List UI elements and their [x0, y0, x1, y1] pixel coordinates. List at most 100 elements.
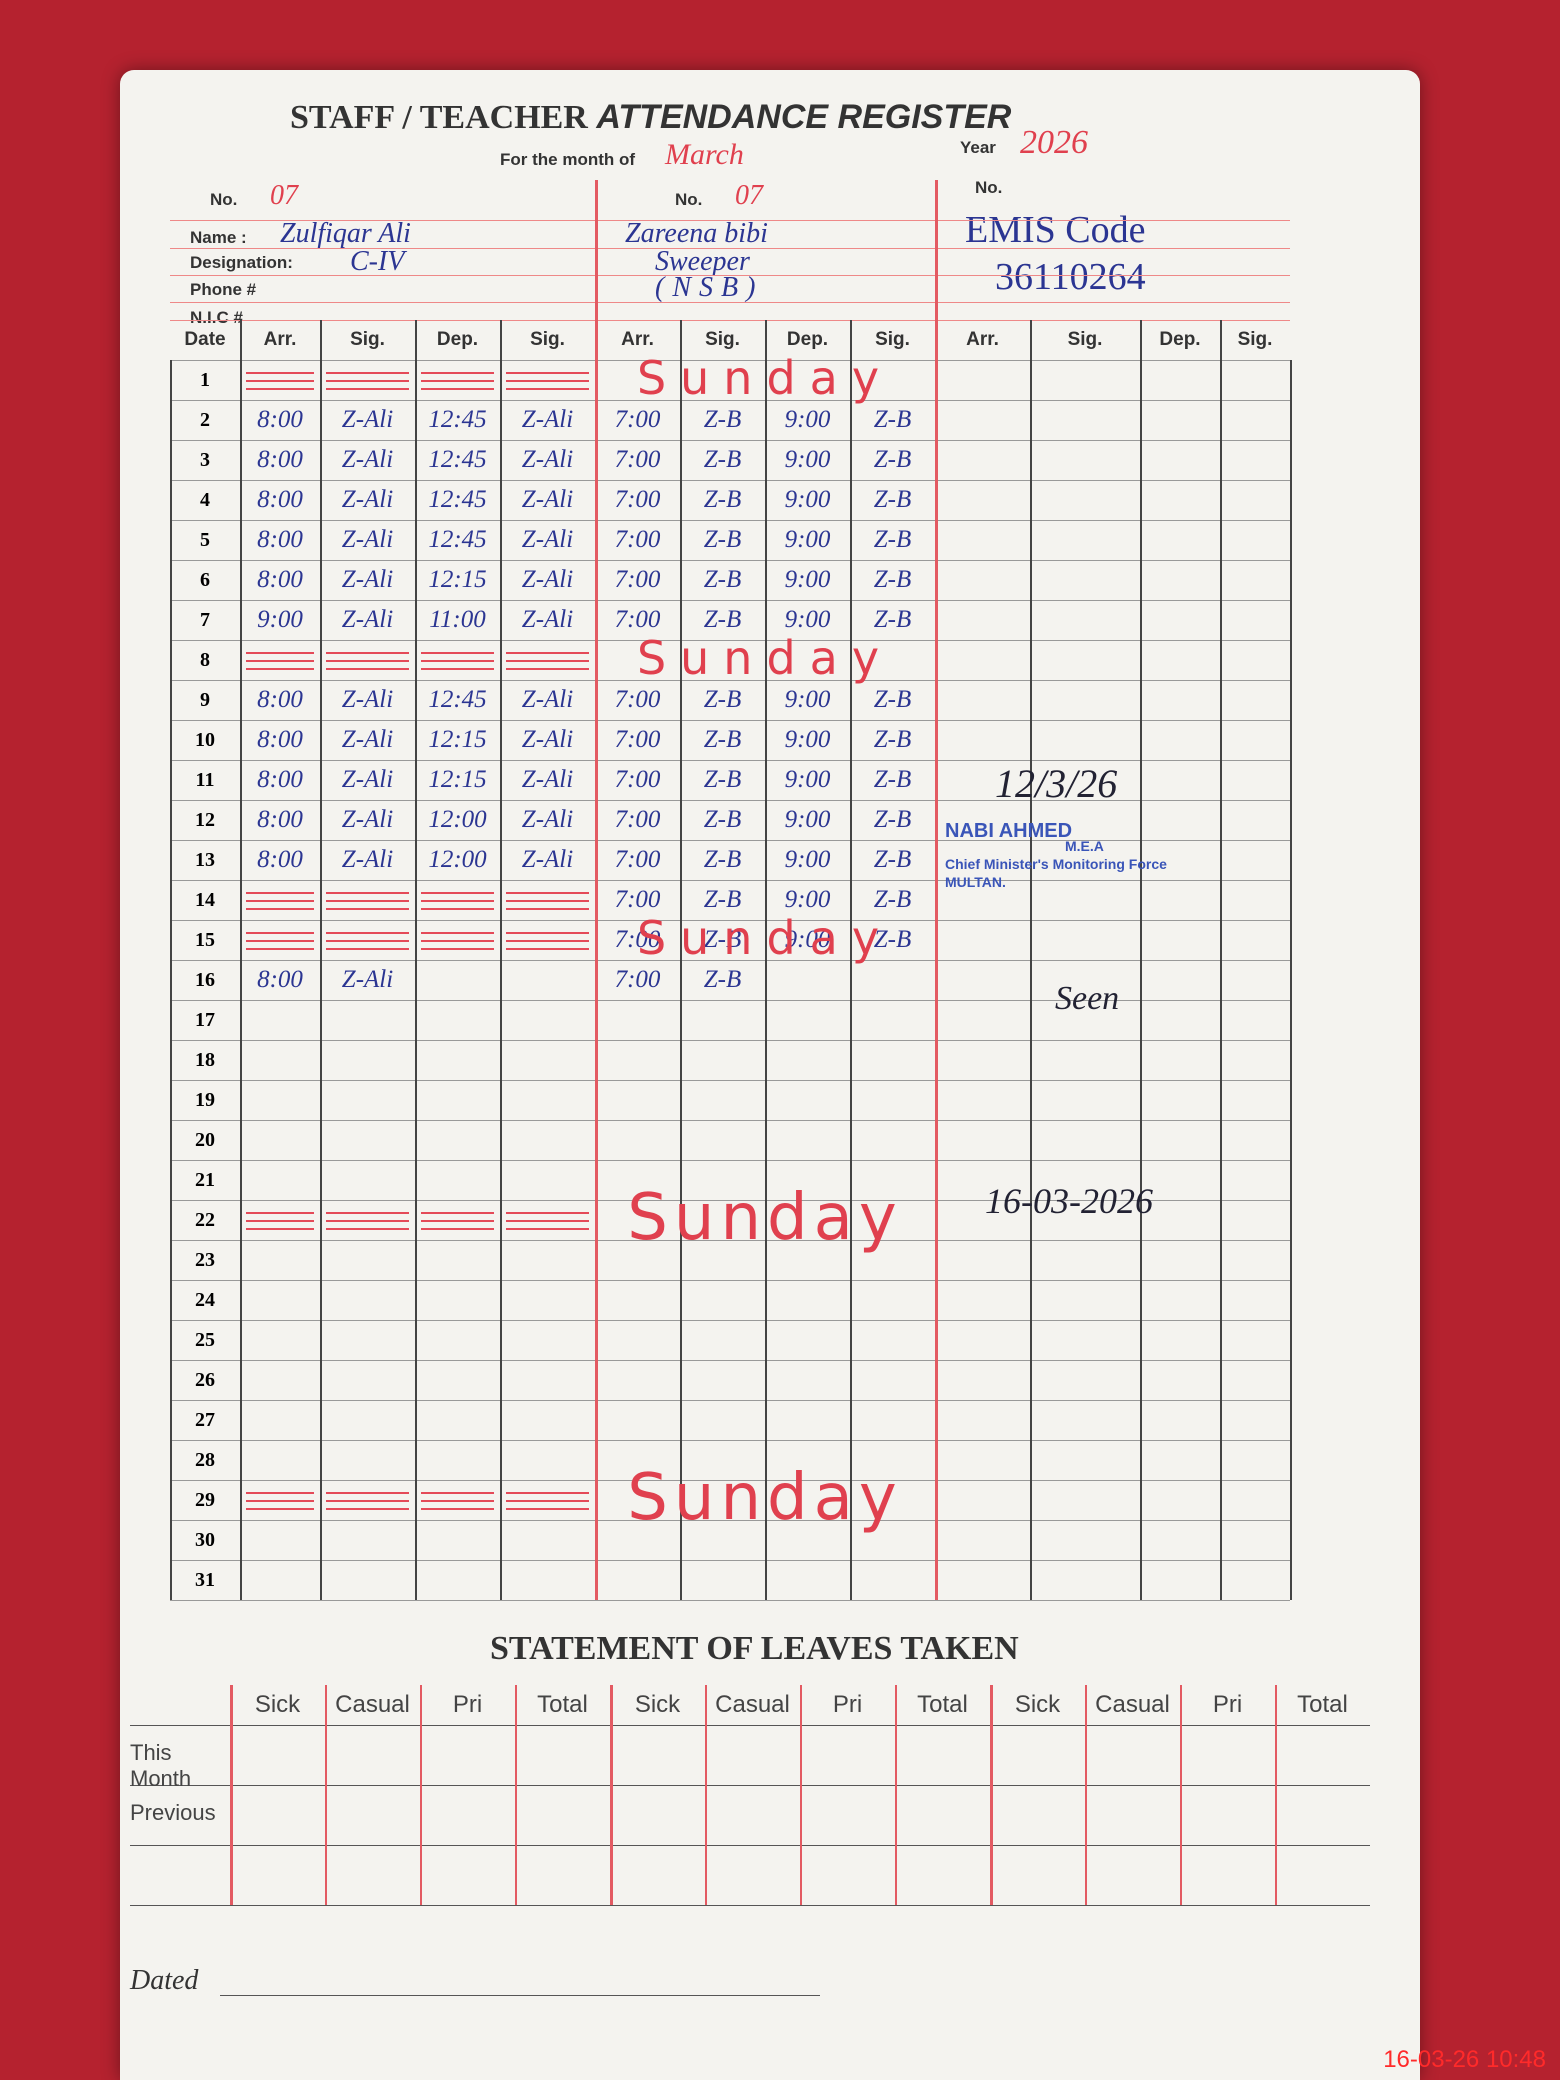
strike-mark	[421, 660, 494, 662]
time: 7:00	[614, 566, 661, 593]
time: 8:00	[257, 806, 303, 833]
signature: Z-B	[703, 526, 742, 553]
strike-mark	[246, 1228, 314, 1230]
staff-designation: Sweeper	[655, 246, 750, 277]
signature: Z-B	[873, 766, 912, 793]
date: 24	[195, 1289, 215, 1311]
strike-mark	[246, 388, 314, 390]
staff-designation: C-IV	[350, 246, 405, 277]
block-divider	[230, 1685, 233, 1905]
row-line	[170, 680, 1290, 681]
row-line	[170, 1040, 1290, 1041]
month: March	[665, 138, 744, 171]
block-divider	[595, 320, 598, 1600]
date: 18	[195, 1049, 215, 1071]
time: 7:00	[614, 926, 661, 953]
time: 8:00	[257, 726, 303, 753]
strike-mark	[506, 668, 589, 670]
strike-mark	[421, 908, 494, 910]
strike-mark	[326, 1220, 409, 1222]
column-header: Sig.	[705, 329, 740, 350]
signature: Z-B	[703, 446, 742, 473]
time: 8:00	[257, 686, 303, 713]
signature: Z-Ali	[521, 526, 574, 553]
row-line	[170, 1600, 1290, 1601]
row-line	[170, 720, 1290, 721]
year-label: Year	[960, 138, 996, 157]
column-line	[1085, 1685, 1087, 1905]
staff-no: 07	[735, 180, 763, 211]
signature: Z-Ali	[521, 566, 574, 593]
signature: Z-B	[873, 846, 912, 873]
signature: Z-B	[873, 806, 912, 833]
time: 12:15	[428, 726, 487, 753]
time: 8:00	[257, 526, 303, 553]
time: 9:00	[784, 766, 831, 793]
row-line	[170, 600, 1290, 601]
signature: Z-Ali	[521, 446, 574, 473]
signature: Z-Ali	[341, 726, 394, 753]
signature: Z-Ali	[341, 606, 394, 633]
strike-mark	[326, 892, 409, 894]
strike-mark	[506, 892, 589, 894]
strike-mark	[506, 372, 589, 374]
signature: Z-Ali	[341, 806, 394, 833]
row-line	[170, 1520, 1290, 1521]
strike-mark	[326, 940, 409, 942]
column-line	[170, 360, 172, 1600]
year: 2026	[1020, 124, 1088, 161]
signature: Z-B	[873, 606, 912, 633]
strike-mark	[326, 1508, 409, 1510]
time: 7:00	[614, 806, 661, 833]
strike-mark	[326, 1492, 409, 1494]
time: 7:00	[614, 886, 661, 913]
row-line	[170, 880, 1290, 881]
strike-mark	[421, 380, 494, 382]
signature: Z-B	[873, 486, 912, 513]
column-line	[325, 1685, 327, 1905]
signature: Z-B	[703, 886, 742, 913]
time: 7:00	[614, 606, 661, 633]
date: 8	[200, 649, 210, 671]
column-line	[850, 320, 852, 1600]
time: 11:00	[429, 606, 486, 633]
staff-designation: 36110264	[995, 256, 1146, 298]
column-header: Arr.	[621, 329, 654, 350]
row-line	[170, 400, 1290, 401]
column-line	[680, 320, 682, 1600]
column-header: Dep.	[436, 329, 479, 350]
date: 4	[200, 489, 210, 511]
signature: Z-B	[873, 526, 912, 553]
row-line	[130, 1905, 1370, 1906]
strike-mark	[506, 900, 589, 902]
signature: Z-Ali	[341, 406, 394, 433]
signature: Z-B	[703, 406, 742, 433]
rule-line	[170, 220, 1290, 221]
row-line	[170, 1000, 1290, 1001]
leave-column: Total	[537, 1691, 588, 1718]
time: 7:00	[614, 686, 661, 713]
leave-column: Sick	[254, 1691, 301, 1718]
strike-mark	[246, 1220, 314, 1222]
signature: Z-B	[703, 486, 742, 513]
rule-line	[220, 1995, 820, 1996]
strike-mark	[246, 932, 314, 934]
column-line	[515, 1685, 517, 1905]
time: 7:00	[614, 446, 661, 473]
strike-mark	[421, 940, 494, 942]
signature: Z-Ali	[341, 846, 394, 873]
strike-mark	[246, 948, 314, 950]
column-header: Dep.	[786, 329, 829, 350]
date: 25	[195, 1329, 215, 1351]
signature: Z-Ali	[341, 446, 394, 473]
signature: Z-Ali	[521, 726, 574, 753]
signature: Z-Ali	[521, 486, 574, 513]
signature: Z-B	[703, 846, 742, 873]
leave-column: Sick	[634, 1691, 681, 1718]
date: 15	[195, 929, 215, 951]
row-line	[170, 1480, 1290, 1481]
time: 8:00	[257, 406, 303, 433]
time: 8:00	[257, 486, 303, 513]
date: 6	[200, 569, 210, 591]
signature: Z-Ali	[521, 806, 574, 833]
